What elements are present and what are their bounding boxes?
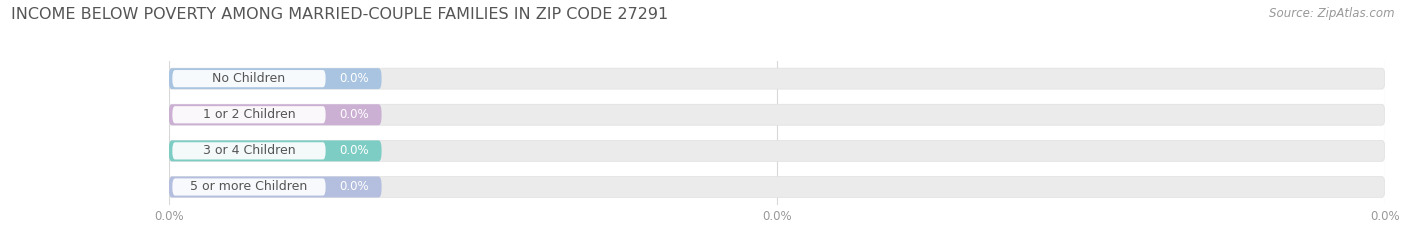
FancyBboxPatch shape [169,177,381,197]
Text: 3 or 4 Children: 3 or 4 Children [202,144,295,157]
FancyBboxPatch shape [169,68,1385,89]
FancyBboxPatch shape [169,177,1385,197]
FancyBboxPatch shape [173,142,326,159]
FancyBboxPatch shape [173,70,326,87]
FancyBboxPatch shape [169,104,1385,125]
Text: Source: ZipAtlas.com: Source: ZipAtlas.com [1270,7,1395,20]
Text: INCOME BELOW POVERTY AMONG MARRIED-COUPLE FAMILIES IN ZIP CODE 27291: INCOME BELOW POVERTY AMONG MARRIED-COUPL… [11,7,668,22]
Text: 1 or 2 Children: 1 or 2 Children [202,108,295,121]
Text: 0.0%: 0.0% [339,108,368,121]
FancyBboxPatch shape [169,140,1385,161]
Text: 0.0%: 0.0% [339,144,368,157]
FancyBboxPatch shape [169,68,381,89]
Text: No Children: No Children [212,72,285,85]
Text: 0.0%: 0.0% [339,181,368,193]
Text: 5 or more Children: 5 or more Children [190,181,308,193]
FancyBboxPatch shape [169,104,381,125]
FancyBboxPatch shape [169,140,381,161]
FancyBboxPatch shape [173,178,326,195]
Text: 0.0%: 0.0% [339,72,368,85]
FancyBboxPatch shape [173,106,326,123]
